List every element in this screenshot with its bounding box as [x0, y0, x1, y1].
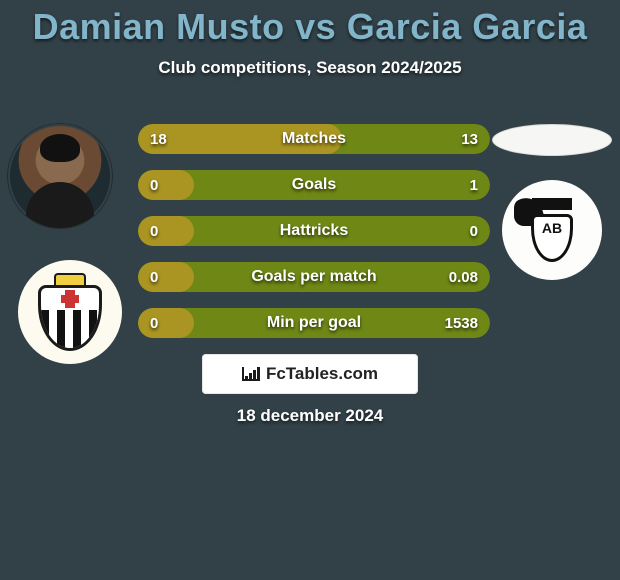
bar-chart-icon [242, 367, 260, 381]
player-b-name: Garcia Garcia [347, 6, 588, 47]
comparison-infographic: Damian Musto vs Garcia Garcia Club compe… [0, 0, 620, 580]
stat-label: Min per goal [138, 308, 490, 338]
stats-bars: 1813Matches 01Goals 00Hattricks 00.08Goals … [138, 124, 490, 354]
player-b-placeholder-oval [492, 124, 612, 156]
club-shield-right: AB [514, 192, 590, 268]
page-title: Damian Musto vs Garcia Garcia [0, 0, 620, 48]
stat-label: Matches [138, 124, 490, 154]
player-a-avatar [8, 124, 112, 228]
footer-date: 18 december 2024 [0, 406, 620, 426]
stat-row: 00.08Goals per match [138, 262, 490, 292]
footer-site-text: FcTables.com [266, 364, 378, 384]
footer-site-badge: FcTables.com [202, 354, 418, 394]
club-shield-left [38, 273, 102, 351]
club-logo-left [18, 260, 122, 364]
stat-row: 01Goals [138, 170, 490, 200]
stat-label: Hattricks [138, 216, 490, 246]
stat-row: 01538Min per goal [138, 308, 490, 338]
club-shield-right-text: AB [531, 214, 573, 262]
player-a-name: Damian Musto [33, 6, 285, 47]
club-logo-right: AB [502, 180, 602, 280]
stat-label: Goals [138, 170, 490, 200]
vs-separator: vs [295, 6, 336, 47]
subtitle: Club competitions, Season 2024/2025 [0, 58, 620, 78]
stat-label: Goals per match [138, 262, 490, 292]
stat-row: 1813Matches [138, 124, 490, 154]
stat-row: 00Hattricks [138, 216, 490, 246]
